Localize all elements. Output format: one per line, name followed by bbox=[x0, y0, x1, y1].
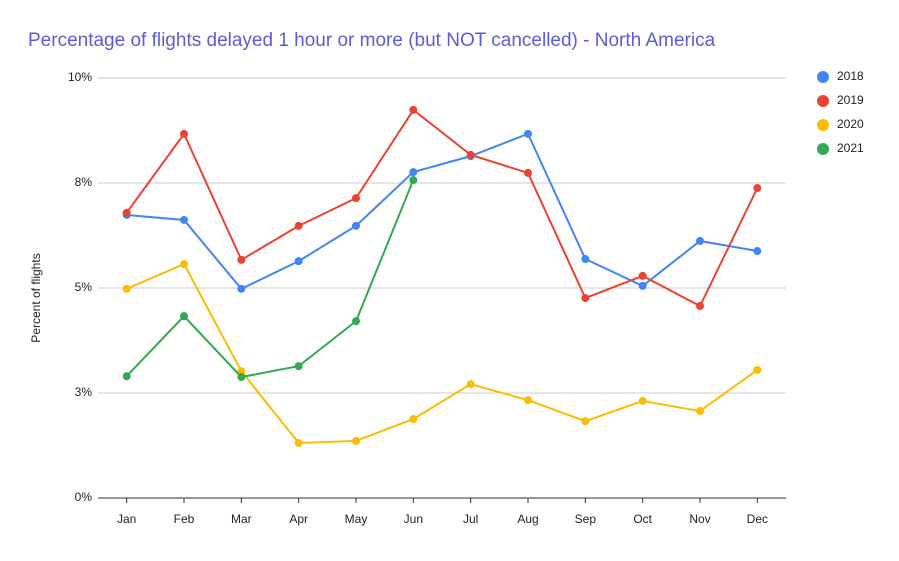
y-tick-label: 0% bbox=[75, 490, 93, 504]
data-point bbox=[352, 194, 360, 203]
data-point bbox=[294, 257, 303, 266]
x-tick-label: Nov bbox=[689, 512, 710, 526]
chart-title: Percentage of flights delayed 1 hour or … bbox=[28, 30, 716, 51]
data-point bbox=[352, 221, 360, 230]
data-point bbox=[237, 284, 246, 293]
x-tick-label: Sep bbox=[575, 512, 597, 526]
data-point bbox=[524, 396, 532, 405]
data-point bbox=[409, 176, 418, 185]
legend-marker bbox=[817, 71, 829, 83]
y-tick-label: 5% bbox=[75, 280, 93, 294]
data-point bbox=[524, 129, 532, 138]
data-point bbox=[237, 367, 246, 376]
data-point bbox=[638, 281, 647, 290]
data-point bbox=[122, 208, 131, 217]
data-point bbox=[409, 105, 418, 114]
data-point bbox=[294, 438, 303, 447]
y-tick-label: 10% bbox=[68, 70, 92, 84]
data-point bbox=[180, 312, 188, 321]
data-point bbox=[352, 436, 360, 445]
x-tick-label: Aug bbox=[517, 512, 538, 526]
data-point bbox=[237, 255, 246, 264]
data-point bbox=[122, 372, 131, 381]
data-point bbox=[753, 184, 762, 193]
data-point bbox=[581, 294, 590, 303]
data-point bbox=[237, 373, 246, 382]
data-point bbox=[696, 236, 704, 245]
data-point bbox=[180, 215, 188, 224]
y-tick-label: 8% bbox=[75, 175, 93, 189]
data-point bbox=[524, 168, 532, 177]
x-tick-label: Dec bbox=[747, 512, 768, 526]
data-point bbox=[409, 168, 418, 177]
legend-label: 2018 bbox=[837, 69, 864, 83]
series-line bbox=[125, 179, 415, 379]
y-tick-label: 3% bbox=[75, 385, 93, 399]
x-tick-label: Jan bbox=[117, 512, 136, 526]
legend-marker bbox=[817, 143, 829, 155]
data-point bbox=[638, 396, 647, 405]
data-point bbox=[409, 415, 418, 424]
y-axis-label: Percent of flights bbox=[29, 253, 43, 342]
data-point bbox=[122, 284, 131, 293]
data-point bbox=[638, 271, 647, 280]
x-tick-label: Jul bbox=[463, 512, 478, 526]
data-point bbox=[180, 260, 188, 269]
data-point bbox=[753, 247, 762, 256]
x-tick-label: Apr bbox=[289, 512, 308, 526]
x-tick-label: Mar bbox=[231, 512, 252, 526]
legend-marker bbox=[817, 95, 829, 107]
legend-marker bbox=[817, 119, 829, 131]
data-point bbox=[180, 129, 188, 138]
data-point bbox=[696, 302, 704, 311]
legend-label: 2019 bbox=[837, 93, 864, 107]
x-tick-label: Feb bbox=[174, 512, 195, 526]
data-point bbox=[753, 365, 762, 374]
series-line bbox=[126, 262, 758, 444]
series-line bbox=[126, 132, 758, 291]
data-point bbox=[696, 407, 704, 416]
legend-label: 2020 bbox=[837, 117, 864, 131]
x-tick-label: Oct bbox=[633, 512, 652, 526]
data-point bbox=[466, 380, 475, 389]
x-tick-label: Jun bbox=[404, 512, 423, 526]
data-point bbox=[581, 255, 590, 264]
data-point bbox=[581, 417, 590, 426]
data-point bbox=[294, 362, 303, 371]
series-line bbox=[125, 108, 759, 308]
data-point bbox=[466, 150, 475, 159]
x-tick-label: May bbox=[345, 512, 368, 526]
legend-label: 2021 bbox=[837, 141, 864, 155]
data-point bbox=[352, 317, 360, 326]
data-point bbox=[294, 221, 303, 230]
